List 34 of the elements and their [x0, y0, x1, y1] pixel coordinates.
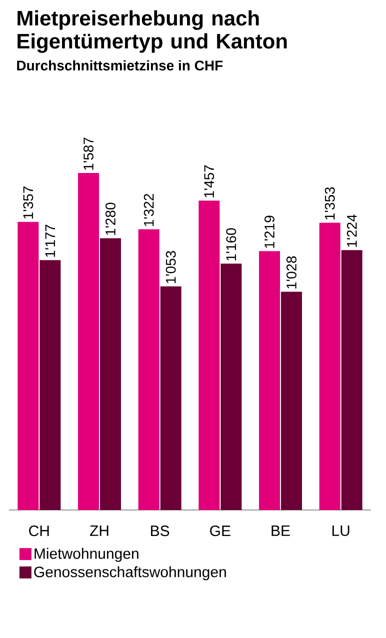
- bar: [319, 222, 340, 510]
- x-tick-label: BE: [272, 526, 290, 536]
- bar: [78, 173, 99, 510]
- data-label: 1'219: [264, 216, 274, 248]
- data-label: 1'053: [166, 251, 176, 284]
- chart-subtitle: Durchschnittsmietzinse in CHF: [17, 60, 222, 70]
- bar: [138, 229, 160, 510]
- data-label: 1'357: [23, 186, 34, 219]
- chart-title: Mietpreiserhebung nach Eigentümertyp und Kanton: [18, 10, 287, 53]
- data-label: 1'160: [226, 228, 236, 260]
- x-tick-label: CH: [29, 526, 49, 536]
- bar: [280, 292, 302, 510]
- data-label: 1'177: [45, 224, 55, 257]
- bar: [100, 238, 121, 510]
- data-label: 1'028: [286, 256, 296, 288]
- bar: [18, 222, 39, 510]
- x-tick-label: LU: [332, 526, 350, 536]
- bar: [198, 200, 220, 510]
- data-label: 1'224: [346, 214, 357, 247]
- legend-label: Genossenschaftswohnungen: [34, 566, 226, 580]
- data-label: 1'353: [324, 187, 335, 220]
- data-label: 1'280: [105, 202, 116, 235]
- data-label: 1'457: [204, 165, 214, 198]
- bar: [40, 260, 61, 510]
- x-tick-label: GE: [210, 526, 230, 536]
- bar: [258, 251, 280, 510]
- bar: [341, 250, 362, 510]
- x-tick-label: BS: [150, 526, 170, 536]
- bar: [220, 264, 242, 510]
- legend-label: Mietwohnungen: [34, 548, 138, 562]
- x-tick-label: ZH: [90, 526, 108, 536]
- bar: [160, 286, 182, 510]
- data-label: 1'322: [144, 194, 154, 226]
- data-label: 1'587: [83, 138, 94, 170]
